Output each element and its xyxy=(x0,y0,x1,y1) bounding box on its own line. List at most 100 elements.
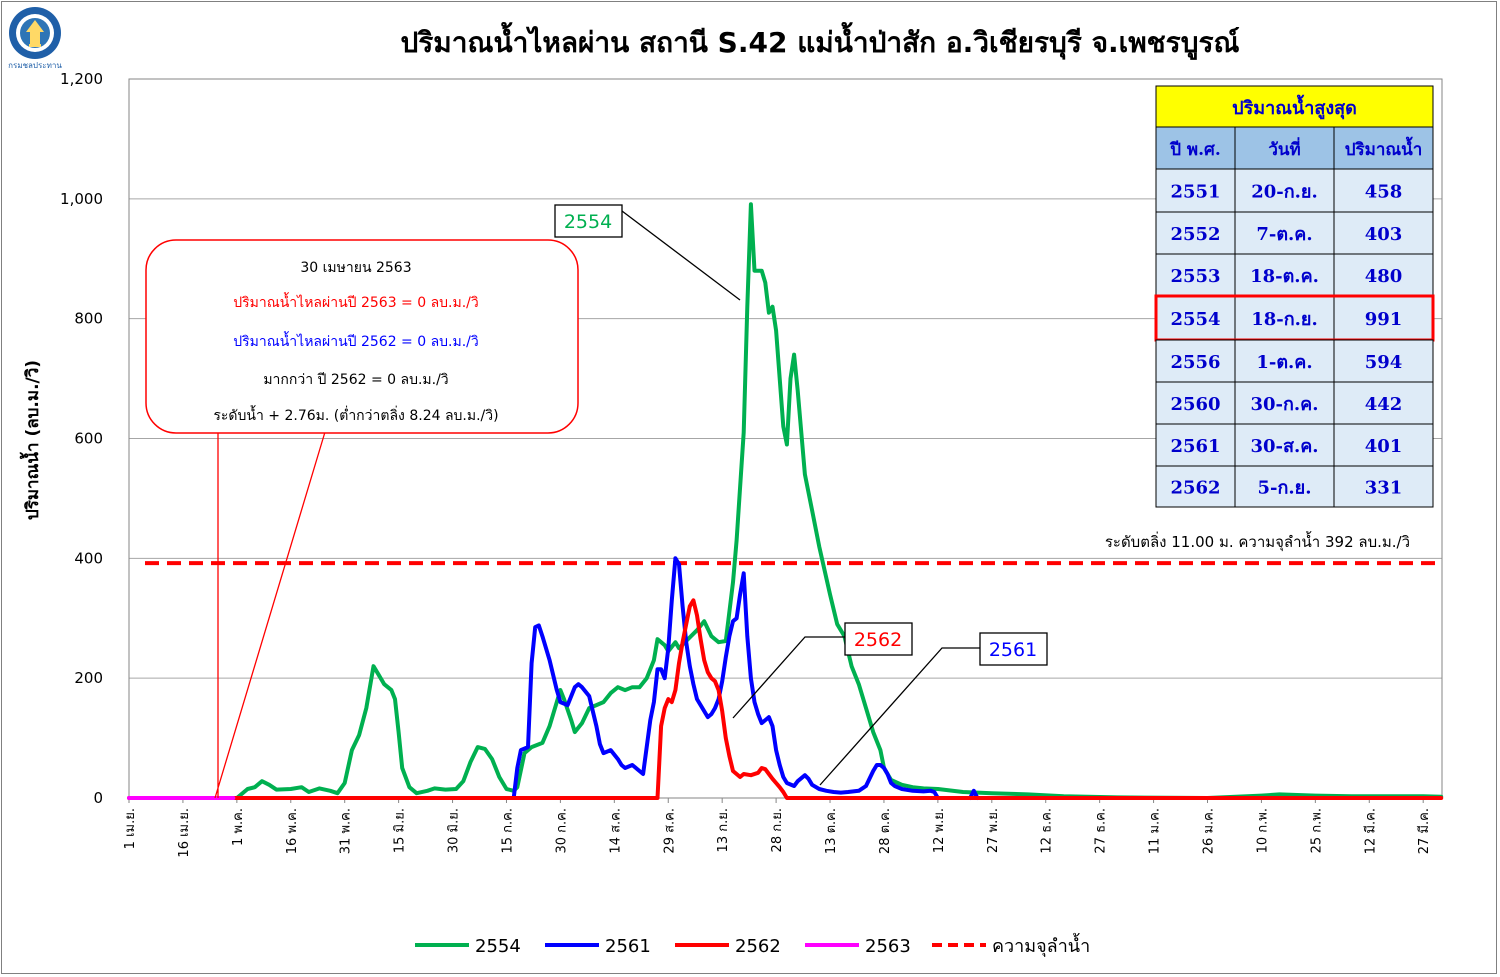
legend-label: 2561 xyxy=(605,936,651,957)
y-tick-label: 800 xyxy=(74,310,103,328)
table-cell xyxy=(1234,168,1335,213)
table-cell-text: 5-ก.ย. xyxy=(1258,478,1312,499)
x-tick-label: 11 ม.ค. xyxy=(1148,808,1163,854)
y-tick-label: 1,200 xyxy=(60,70,103,88)
x-tick-label: 15 ก.ค. xyxy=(500,808,515,854)
annotation-flow-2563: ปริมาณน้ำไหลผ่านปี 2563 = 0 ลบ.ม./วิ xyxy=(233,292,479,311)
table-cell-text: 480 xyxy=(1365,266,1403,287)
x-tick-label: 28 ต.ค. xyxy=(878,808,893,854)
table-cell xyxy=(1234,423,1335,467)
callout-2554-box xyxy=(554,204,623,238)
x-tick-label: 12 มี.ค. xyxy=(1362,808,1378,854)
callout-2562-box xyxy=(844,622,913,656)
x-tick-label: 13 ก.ย. xyxy=(716,808,731,852)
logo-text: กรมชลประทาน xyxy=(8,61,62,70)
table-cell-text: 18-ต.ค. xyxy=(1250,266,1319,287)
x-tick-labels: 1 เม.ย. 16 เม.ย. 1 พ.ค. 16 พ.ค. 31 พ.ค. 15 มิ… xyxy=(123,798,1432,858)
table-cell-text: 2554 xyxy=(1170,309,1220,330)
annotation-flow-2562: ปริมาณน้ำไหลผ่านปี 2562 = 0 ลบ.ม./วิ xyxy=(233,331,479,350)
chart-title: ปริมาณน้ำไหลผ่าน สถานี S.42 แม่น้ำป่าสัก… xyxy=(400,21,1239,60)
table-header: ปี พ.ศ. xyxy=(1169,139,1220,160)
annotation-date: 30 เมษายน 2563 xyxy=(300,260,411,276)
logo-seal-icon xyxy=(9,7,61,59)
table-header: วันที่ xyxy=(1268,137,1300,160)
table-title-cell xyxy=(1155,85,1434,128)
table-title: ปริมาณน้ำสูงสุด xyxy=(1232,94,1357,120)
x-tick-label: 26 ม.ค. xyxy=(1202,808,1217,854)
table-cell-text: 18-ก.ย. xyxy=(1251,309,1318,330)
table-cell-text: 20-ก.ย. xyxy=(1251,182,1318,203)
callout-2562-text: 2562 xyxy=(854,629,902,651)
table-cell xyxy=(1234,211,1335,255)
table-cell-text: 1-ต.ค. xyxy=(1256,352,1312,373)
x-tick-label: 1 เม.ย. xyxy=(123,808,138,849)
x-tick-label: 15 มิ.ย. xyxy=(393,808,408,853)
x-tick-label: 29 ส.ค. xyxy=(662,808,677,854)
annotation-compare: มากกว่า ปี 2562 = 0 ลบ.ม./วิ xyxy=(263,372,448,388)
series-line-2561b xyxy=(968,788,980,800)
table-cell-text: 2551 xyxy=(1170,182,1220,203)
y-tick-label: 400 xyxy=(74,549,103,567)
table-cell xyxy=(1333,465,1434,508)
x-tick-label: 25 ก.พ. xyxy=(1309,808,1324,853)
table-cell-text: 401 xyxy=(1365,436,1403,457)
table-cell xyxy=(1155,295,1236,341)
callout-2561-text: 2561 xyxy=(989,639,1037,661)
x-tick-label: 1 พ.ค. xyxy=(231,808,246,846)
x-tick-label: 30 ก.ค. xyxy=(554,808,569,854)
capacity-label: ระดับตลิ่ง 11.00 ม. ความจุลำน้ำ 392 ลบ.ม… xyxy=(1105,531,1410,552)
x-tick-label: 16 พ.ค. xyxy=(285,808,300,854)
x-tick-label: 27 ธ.ค. xyxy=(1094,808,1109,854)
x-tick-label: 30 มิ.ย. xyxy=(447,808,462,853)
table-cell-text: 2552 xyxy=(1170,224,1220,245)
table-cell-text: 403 xyxy=(1365,224,1403,245)
table-cell-text: 458 xyxy=(1365,182,1403,203)
table-cell xyxy=(1155,253,1236,297)
table-cell-text: 30-ส.ค. xyxy=(1250,436,1318,457)
callout-2554-text: 2554 xyxy=(564,211,612,233)
table-cell-text: 594 xyxy=(1365,352,1403,373)
table-cell xyxy=(1333,381,1434,425)
legend: 2554 2561 2562 2563 ความจุลำน้ำ xyxy=(415,933,1090,957)
table-cell xyxy=(1155,168,1236,213)
y-axis-label: ปริมาณน้ำ (ลบ.ม./วิ) xyxy=(19,360,43,520)
callout-2561-leader xyxy=(819,647,980,786)
table-cell-text: 2553 xyxy=(1170,266,1220,287)
table-cell xyxy=(1234,381,1335,425)
legend-label: 2563 xyxy=(865,936,911,957)
annotation-level: ระดับน้ำ + 2.76ม. (ต่ำกว่าตลิ่ง 8.24 ลบ.… xyxy=(213,405,498,424)
x-tick-label: 12 ธ.ค. xyxy=(1040,808,1055,854)
legend-label: 2554 xyxy=(475,936,521,957)
series-line-2562 xyxy=(127,598,1444,800)
table-cell xyxy=(1333,423,1434,467)
x-tick-label: 12 พ.ย. xyxy=(932,808,947,853)
table-cell-text: 991 xyxy=(1365,309,1403,330)
table-cell-text: 2556 xyxy=(1170,352,1220,373)
table-cell-text: 2562 xyxy=(1170,478,1220,499)
table-cell-text: 442 xyxy=(1365,394,1403,415)
table-cell xyxy=(1155,423,1236,467)
annotation-pointer xyxy=(214,431,326,799)
callout-2562-leader xyxy=(732,636,845,719)
x-tick-label: 27 มี.ค. xyxy=(1416,808,1432,854)
series-line-2554 xyxy=(234,202,1444,800)
table-cell xyxy=(1234,295,1335,341)
x-tick-label: 27 พ.ย. xyxy=(986,808,1001,853)
table-cell-text: 30-ก.ค. xyxy=(1251,394,1319,415)
x-tick-label: 31 พ.ค. xyxy=(339,808,354,854)
table-cell xyxy=(1155,339,1236,383)
x-tick-label: 13 ต.ค. xyxy=(824,808,839,854)
x-tick-label: 28 ก.ย. xyxy=(770,808,785,852)
callout-2561-box xyxy=(979,632,1048,666)
y-tick-label: 0 xyxy=(93,789,103,807)
table-cell xyxy=(1234,339,1335,383)
y-tick-label: 1,000 xyxy=(60,190,103,208)
table-header: ปริมาณน้ำ xyxy=(1345,136,1423,160)
legend-label: 2562 xyxy=(735,936,781,957)
table-header-cell xyxy=(1333,126,1434,170)
table-cell-text: 2560 xyxy=(1170,394,1220,415)
y-tick-label: 200 xyxy=(74,669,103,687)
max-flow-table: ปริมาณน้ำสูงสุดปี พ.ศ. วันที่ ปริมาณน้ำ 255… xyxy=(1154,85,1435,508)
table-cell xyxy=(1234,253,1335,297)
table-cell xyxy=(1155,381,1236,425)
